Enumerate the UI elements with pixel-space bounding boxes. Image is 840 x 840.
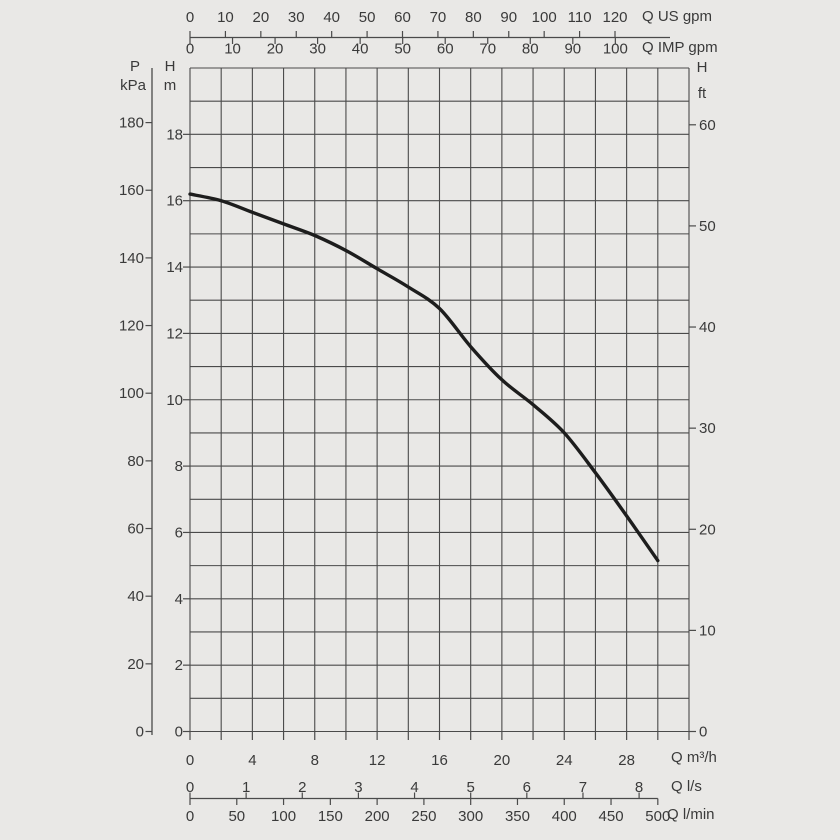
x-axis-usgpm-unit-label: Q US gpm	[642, 8, 713, 25]
x-axis-ls-tick-label: 1	[242, 779, 250, 796]
x-axis-lmin-tick-label: 400	[552, 808, 577, 825]
x-axis-impgpm-tick-label: 50	[394, 41, 411, 58]
x-axis-usgpm-tick-label: 40	[323, 9, 340, 26]
y-axis-ft-tick-label: 30	[699, 420, 716, 437]
x-axis-impgpm-tick-label: 0	[186, 41, 194, 58]
x-axis-m3h-unit-label: Q m³/h	[671, 749, 717, 766]
y-axis-kpa-tick-label: 0	[136, 724, 144, 741]
x-axis-lmin-tick-label: 350	[505, 808, 530, 825]
y-axis-kpa-symbol-label: P	[129, 58, 140, 75]
x-axis-m3h-tick-label: 24	[556, 752, 573, 769]
x-axis-m3h-tick-label: 8	[311, 752, 319, 769]
y-axis-ft-symbol-label: H	[696, 59, 708, 76]
y-axis-m-tick-label: 18	[166, 126, 183, 143]
y-axis-m-tick-label: 8	[175, 458, 183, 475]
y-axis-ft-tick-label: 50	[699, 218, 716, 235]
x-axis-lmin-tick-label: 250	[411, 808, 436, 825]
y-axis-kpa-tick-label: 80	[127, 453, 144, 470]
y-axis-kpa-tick-label: 20	[127, 656, 144, 673]
x-axis-m3h-tick-label: 12	[369, 752, 386, 769]
x-axis-ls-unit-label: Q l/s	[671, 778, 702, 795]
y-axis-ft-tick-label: 40	[699, 319, 716, 336]
x-axis-usgpm-tick-label: 100	[532, 9, 557, 26]
y-axis-kpa-tick-label: 100	[119, 385, 144, 402]
y-axis-m-tick-label: 10	[166, 392, 183, 409]
x-axis-usgpm-tick-label: 60	[394, 9, 411, 26]
x-axis-ls-tick-label: 6	[523, 779, 531, 796]
y-axis-kpa-tick-label: 40	[127, 588, 144, 605]
x-axis-usgpm-tick-label: 30	[288, 9, 305, 26]
y-axis-kpa-tick-label: 140	[119, 250, 144, 267]
x-axis-usgpm-tick-label: 120	[602, 9, 627, 26]
x-axis-ls-tick-label: 0	[186, 779, 194, 796]
x-axis-lmin-tick-label: 0	[186, 808, 194, 825]
x-axis-usgpm-tick-label: 90	[500, 9, 517, 26]
x-axis-ls-tick-label: 8	[635, 779, 643, 796]
x-axis-impgpm-tick-label: 60	[437, 41, 454, 58]
x-axis-usgpm-tick-label: 10	[217, 9, 234, 26]
x-axis-m3h-tick-label: 20	[494, 752, 511, 769]
y-axis-ft-tick-label: 20	[699, 521, 716, 538]
y-axis-ft-tick-label: 60	[699, 117, 716, 134]
y-axis-m-tick-label: 4	[175, 591, 183, 608]
x-axis-usgpm-tick-label: 50	[359, 9, 376, 26]
x-axis-impgpm-tick-label: 80	[522, 41, 539, 58]
x-axis-impgpm-tick-label: 30	[309, 41, 326, 58]
x-axis-ls-tick-label: 3	[354, 779, 362, 796]
x-axis-impgpm-tick-label: 90	[564, 41, 581, 58]
x-axis-lmin-tick-label: 450	[599, 808, 624, 825]
x-axis-lmin-tick-label: 50	[228, 808, 245, 825]
y-axis-m-symbol-label: H	[164, 58, 176, 75]
pump-curve	[188, 192, 660, 563]
y-axis-m-tick-label: 16	[166, 193, 183, 210]
x-axis-impgpm-tick-label: 10	[224, 41, 241, 58]
x-axis-ls-tick-label: 5	[467, 779, 475, 796]
x-axis-impgpm-tick-label: 20	[267, 41, 284, 58]
x-axis-usgpm-tick-label: 70	[430, 9, 447, 26]
x-axis-usgpm-tick-label: 0	[186, 9, 194, 26]
y-axis-m-unit-label: m	[163, 77, 177, 94]
x-axis-lmin-tick-label: 200	[365, 808, 390, 825]
x-axis-usgpm-tick-label: 20	[252, 9, 269, 26]
x-axis-impgpm-tick-label: 40	[352, 41, 369, 58]
y-axis-m-tick-label: 2	[175, 657, 183, 674]
x-axis-lmin-tick-label: 300	[458, 808, 483, 825]
y-axis-ft-tick-label: 0	[699, 724, 707, 741]
x-axis-impgpm-tick-label: 100	[603, 41, 628, 58]
x-axis-m3h-tick-label: 0	[186, 752, 194, 769]
x-axis-lmin-tick-label: 100	[271, 808, 296, 825]
y-axis-kpa-tick-label: 60	[127, 521, 144, 538]
y-axis-m-tick-label: 0	[175, 724, 183, 741]
y-axis-kpa-tick-label: 180	[119, 115, 144, 132]
y-axis-kpa-tick-label: 120	[119, 318, 144, 335]
x-axis-lmin-tick-label: 150	[318, 808, 343, 825]
x-axis-impgpm-unit-label: Q IMP gpm	[642, 39, 718, 56]
x-axis-usgpm-tick-label: 80	[465, 9, 482, 26]
x-axis-m3h-tick-label: 16	[431, 752, 448, 769]
y-axis-m-tick-label: 12	[166, 325, 183, 342]
y-axis-kpa-unit-label: kPa	[120, 77, 146, 94]
x-axis-ls-tick-label: 2	[298, 779, 306, 796]
x-axis-ls-tick-label: 4	[410, 779, 418, 796]
x-axis-m3h-tick-label: 4	[248, 752, 256, 769]
x-axis-ls-tick-label: 7	[579, 779, 587, 796]
x-axis-usgpm-tick-label: 110	[568, 9, 592, 26]
x-axis-lmin-tick-label: 500	[645, 808, 670, 825]
x-axis-impgpm-tick-label: 70	[479, 41, 496, 58]
x-axis-m3h-tick-label: 28	[618, 752, 635, 769]
y-axis-ft-tick-label: 10	[699, 622, 716, 639]
x-axis-lmin-unit-label: Q l/min	[667, 806, 715, 823]
y-axis-ft-unit-label: ft	[697, 85, 707, 102]
y-axis-kpa-tick-label: 160	[119, 182, 144, 199]
y-axis-m-tick-label: 6	[175, 524, 183, 541]
y-axis-m-tick-label: 14	[166, 259, 183, 276]
